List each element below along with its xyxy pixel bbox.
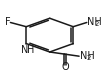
Text: NH: NH [79,51,94,61]
Text: NH: NH [87,17,101,27]
Text: H: H [27,45,34,55]
Text: F: F [5,17,10,27]
Text: O: O [61,62,69,72]
Text: 2: 2 [94,21,98,27]
Text: N: N [21,45,29,55]
Text: 2: 2 [86,55,90,61]
